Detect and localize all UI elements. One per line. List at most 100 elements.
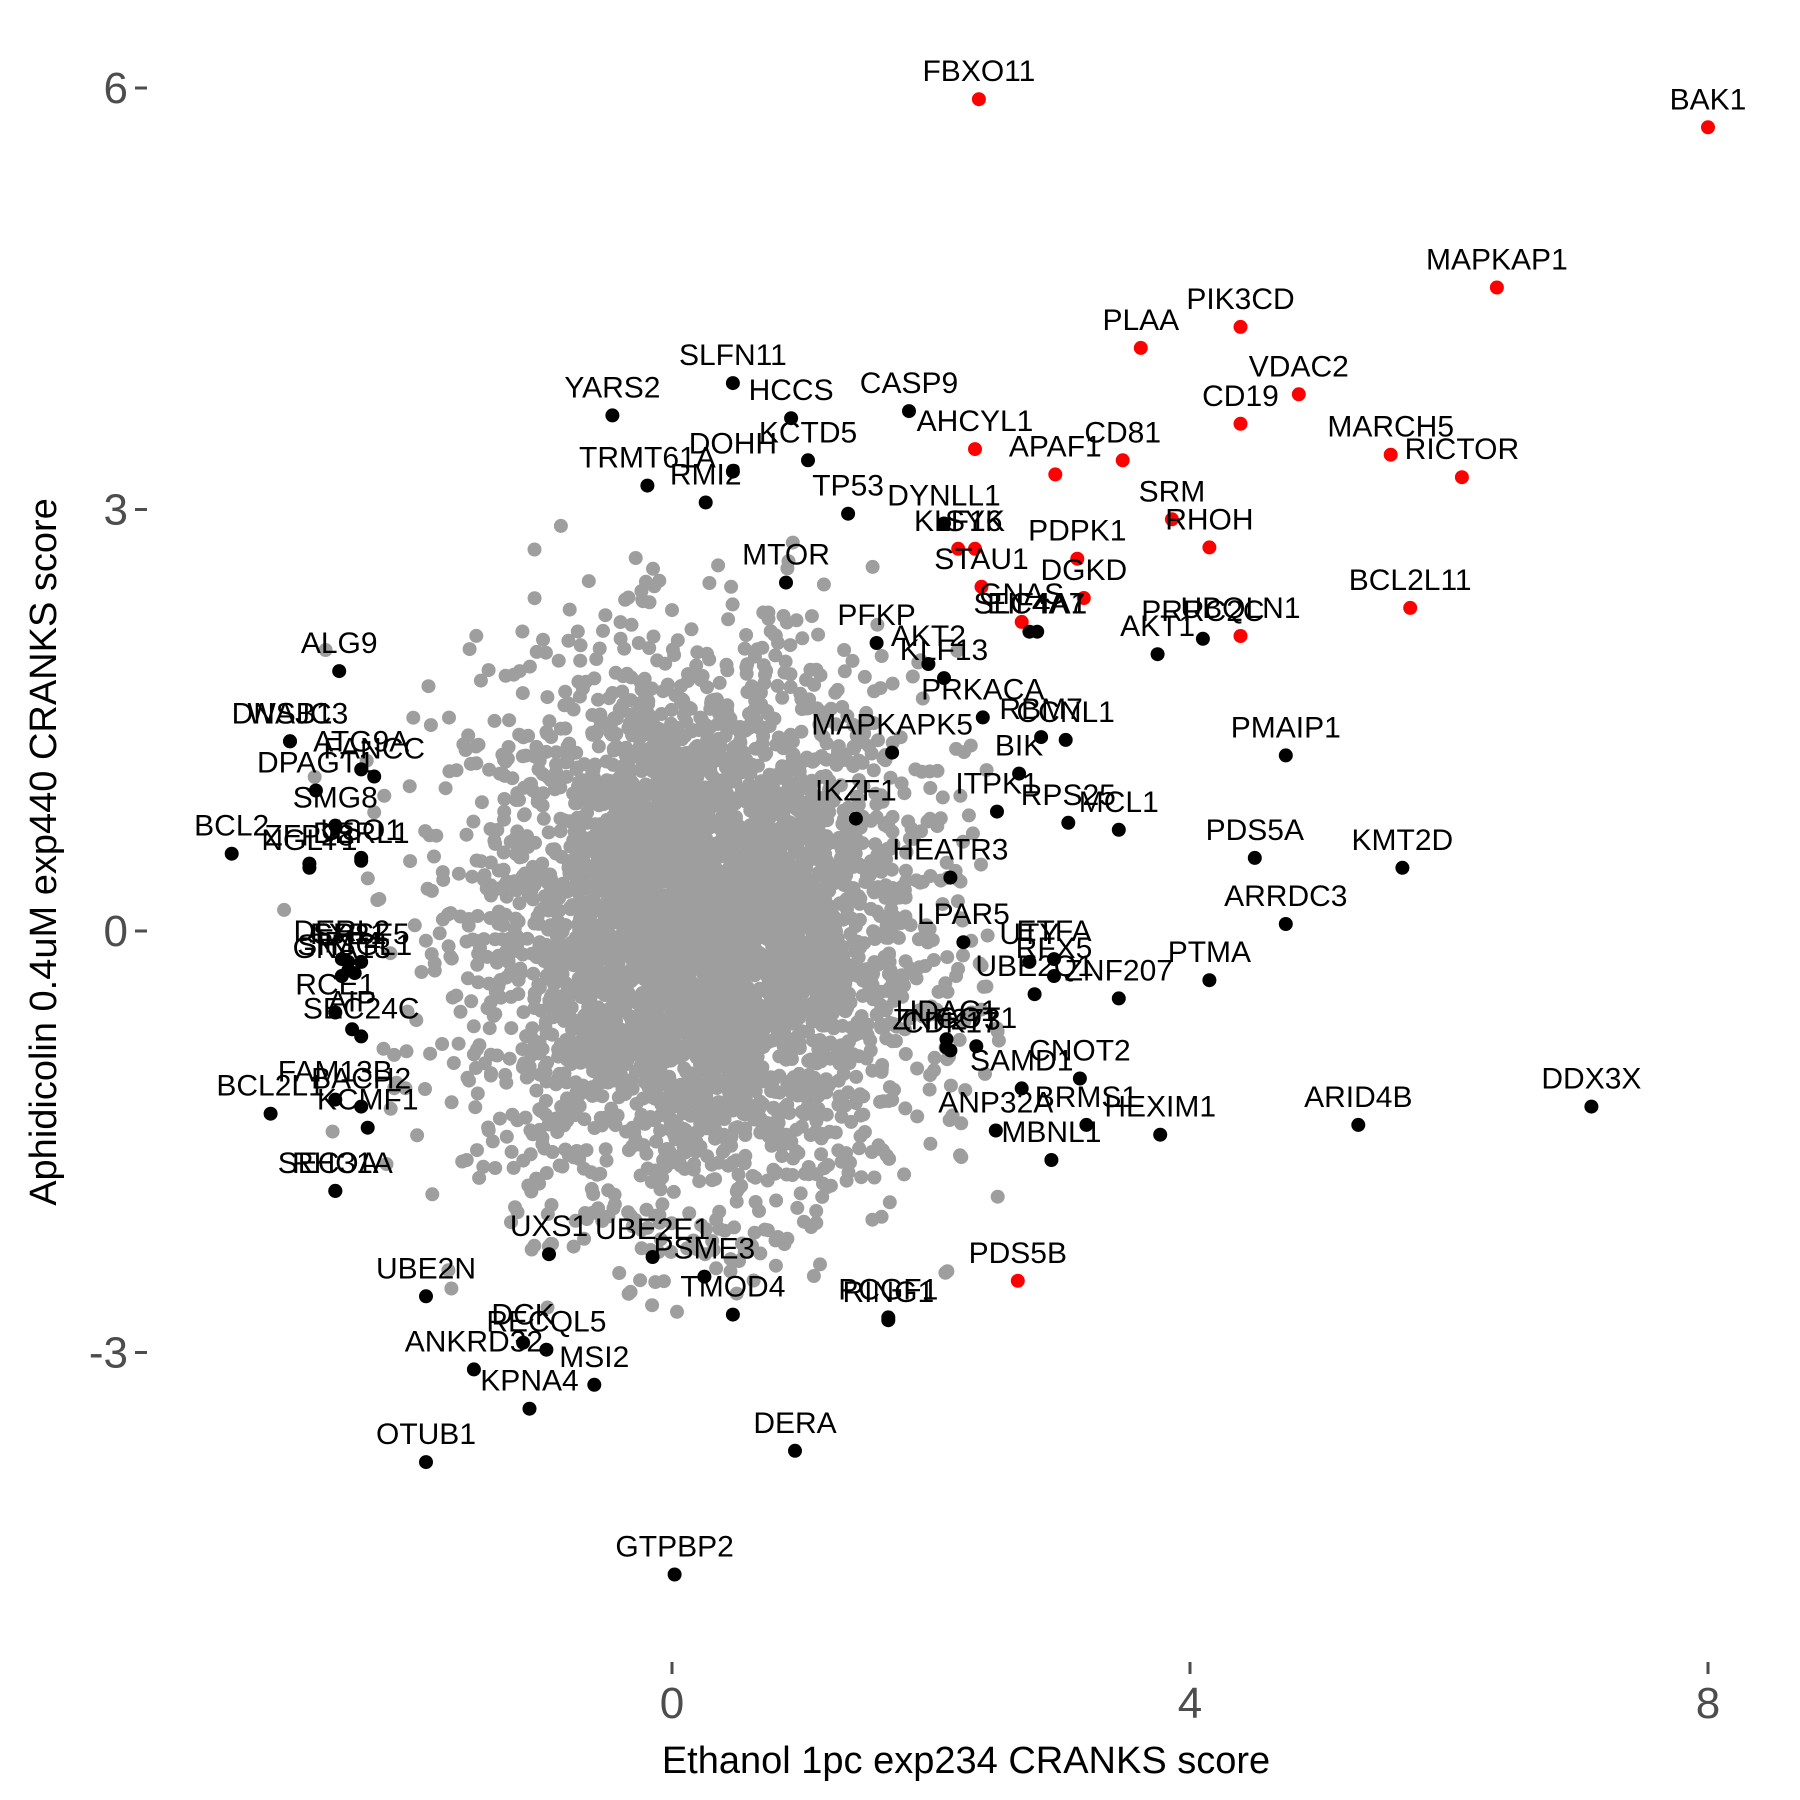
background-point: [816, 885, 831, 900]
point-ankrd32: [466, 1362, 481, 1377]
background-point: [473, 673, 488, 688]
point-ube2n: [419, 1289, 433, 1304]
background-point: [504, 1215, 518, 1230]
background-point: [832, 830, 846, 845]
point-ube2e1: [645, 1250, 660, 1264]
background-point: [873, 1094, 888, 1109]
background-point: [646, 629, 661, 644]
background-point: [590, 851, 605, 865]
background-point: [822, 1124, 837, 1139]
background-point: [649, 1134, 664, 1149]
background-point: [488, 1161, 503, 1175]
point-dynll1: [937, 516, 951, 531]
background-point: [775, 1149, 789, 1163]
background-point: [588, 728, 603, 742]
point-kpna4: [522, 1401, 537, 1416]
background-point: [680, 809, 695, 824]
point-cdk17: [943, 1043, 958, 1058]
background-point: [670, 1304, 684, 1319]
label-cdk17: CDK17: [902, 1006, 999, 1039]
background-point: [781, 554, 796, 569]
background-point: [549, 1077, 563, 1092]
background-point: [684, 870, 699, 885]
background-point: [523, 1147, 538, 1162]
background-point: [816, 938, 830, 952]
point-cd81: [1115, 453, 1130, 468]
background-point: [632, 1049, 647, 1064]
background-point: [545, 842, 560, 857]
point-zfp28: [302, 856, 317, 871]
background-point: [639, 1039, 654, 1054]
background-point: [755, 800, 770, 815]
background-point: [848, 830, 863, 845]
background-point: [599, 1153, 614, 1168]
background-point: [277, 902, 292, 917]
background-point: [858, 875, 873, 889]
background-point: [727, 1220, 742, 1235]
background-point: [785, 734, 800, 749]
background-point: [763, 883, 778, 898]
background-point: [950, 894, 965, 909]
background-point: [539, 1093, 553, 1108]
point-eif4a1: [1030, 624, 1045, 639]
background-point: [887, 993, 902, 1008]
background-point: [938, 1011, 953, 1026]
background-point: [665, 603, 679, 618]
background-point: [553, 518, 568, 533]
label-heatr3: HEATR3: [892, 834, 1008, 867]
background-point: [515, 849, 530, 864]
label-slc4a7: SLC4A7: [974, 588, 1086, 621]
background-point: [424, 947, 439, 962]
background-point: [835, 700, 850, 714]
y-axis-title: Aphidicolin 0.4uM exp440 CRANKS score: [23, 498, 65, 1206]
background-point: [451, 866, 466, 881]
background-point: [481, 663, 496, 678]
background-point: [671, 1004, 686, 1019]
background-point: [804, 609, 819, 624]
background-point: [697, 823, 712, 838]
background-point: [729, 1194, 744, 1209]
background-point: [444, 1095, 459, 1110]
background-point: [360, 871, 375, 886]
background-point: [498, 668, 513, 683]
label-aip: AIP: [328, 985, 376, 1018]
background-point: [602, 691, 616, 706]
label-hccs: HCCS: [749, 374, 834, 407]
label-etfa: ETFA: [1016, 915, 1091, 948]
background-point: [851, 753, 866, 768]
background-point: [670, 633, 685, 648]
background-points: [277, 518, 1006, 1319]
background-point: [425, 1187, 440, 1202]
label-bcl2: BCL2: [194, 810, 269, 843]
point-sh3gl1: [347, 966, 362, 981]
background-point: [667, 648, 682, 662]
point-bach2: [354, 1099, 369, 1114]
label-kctd5: KCTD5: [759, 416, 857, 449]
background-point: [486, 1008, 501, 1023]
point-hexim1: [1153, 1127, 1168, 1142]
background-point: [459, 1153, 474, 1167]
background-point: [980, 928, 995, 943]
label-gnas: GNAS: [979, 578, 1064, 611]
background-point: [874, 1020, 889, 1035]
background-point: [632, 910, 647, 925]
background-point: [805, 1089, 820, 1104]
background-point: [515, 749, 530, 764]
background-point: [764, 1014, 779, 1028]
label-wsb1: WSB1: [247, 697, 332, 730]
background-point: [536, 901, 551, 916]
background-point: [553, 721, 568, 736]
background-point: [515, 624, 530, 639]
background-point: [376, 1041, 391, 1056]
background-point: [990, 1024, 1005, 1039]
background-point: [598, 1142, 613, 1157]
background-point: [387, 1047, 402, 1062]
background-point: [814, 920, 829, 935]
background-point: [768, 849, 783, 864]
background-point: [418, 1082, 432, 1096]
background-point: [717, 1112, 732, 1127]
background-point: [814, 1147, 829, 1162]
background-point: [718, 1075, 733, 1090]
background-point: [781, 976, 796, 991]
background-point: [537, 1141, 552, 1156]
